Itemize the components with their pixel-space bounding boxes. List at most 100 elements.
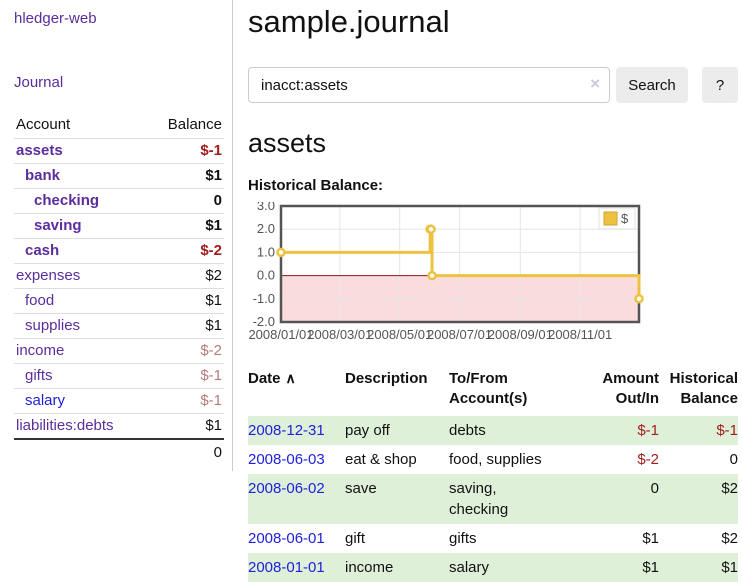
help-button[interactable]: ? (702, 67, 738, 103)
account-link-gifts[interactable]: gifts (25, 367, 53, 384)
transaction-date-link[interactable]: 2008-06-02 (248, 479, 325, 497)
transaction-amount: $-1 (637, 421, 659, 439)
account-link-income[interactable]: income (16, 342, 65, 359)
page-title: sample.journal (248, 4, 450, 39)
transaction-accounts: salary (449, 558, 490, 576)
account-link-expenses[interactable]: expenses (16, 267, 81, 284)
account-link-checking[interactable]: checking (34, 192, 100, 209)
svg-text:2008/01/01: 2008/01/01 (248, 327, 313, 342)
svg-text:2008/11/01: 2008/11/01 (548, 327, 612, 342)
account-link-cash[interactable]: cash (25, 242, 60, 259)
transaction-date-link[interactable]: 2008-06-03 (248, 450, 325, 468)
account-balance: $-2 (146, 338, 224, 364)
account-row: liabilities:debts $1 (14, 413, 224, 440)
account-balance: $1 (146, 313, 224, 339)
svg-text:2.0: 2.0 (257, 221, 275, 236)
account-balance: $-1 (146, 138, 224, 164)
column-header-description: Description (345, 370, 428, 387)
transaction-balance: $2 (721, 479, 738, 497)
account-balance: 0 (146, 188, 224, 214)
account-balance: $-1 (146, 388, 224, 414)
clear-search-icon[interactable]: × (590, 74, 600, 93)
transaction-date-link[interactable]: 2008-06-01 (248, 529, 325, 547)
transaction-accounts: debts (449, 421, 486, 439)
account-heading: assets (248, 128, 327, 158)
transaction-description: save (345, 479, 377, 497)
app-brand-link[interactable]: hledger-web (14, 10, 97, 27)
search-button[interactable]: Search (616, 67, 688, 103)
svg-text:-1.0: -1.0 (253, 291, 275, 306)
account-row: gifts $-1 (14, 363, 224, 389)
column-header-amount: Amount Out/In (602, 370, 659, 408)
historical-balance-chart: $3.0 2.0 1.0 0.0 -1.0 -2.0 2008/01/01 2008/03/0… (248, 198, 738, 355)
register-row: 2008-06-01 gift gifts $1 $2 (248, 524, 738, 553)
account-row: food $1 (14, 288, 224, 314)
accounts-header-account: Account (14, 113, 147, 139)
transaction-description: gift (345, 529, 366, 547)
accounts-total-value: 0 (213, 444, 222, 461)
account-balance: $1 (146, 288, 224, 314)
transaction-date-link[interactable]: 2008-01-01 (248, 558, 325, 576)
account-link-liabilities-debts[interactable]: liabilities:debts (16, 417, 114, 434)
transaction-amount: $-2 (637, 450, 659, 468)
account-balance: $1 (146, 163, 224, 189)
search-form: × Search ? (248, 67, 738, 103)
svg-text:2008/09/01: 2008/09/01 (488, 327, 553, 342)
account-row: saving $1 (14, 213, 224, 239)
svg-text:3.0: 3.0 (257, 202, 275, 213)
column-header-date[interactable]: Date ∧ (248, 370, 296, 387)
svg-text:2008/07/01: 2008/07/01 (427, 327, 492, 342)
nav-journal-link[interactable]: Journal (14, 74, 64, 91)
account-link-bank[interactable]: bank (25, 167, 61, 184)
transaction-amount: $1 (642, 558, 659, 576)
account-row: income $-2 (14, 338, 224, 364)
transaction-accounts: saving, checking (449, 479, 509, 518)
chart-svg: $3.0 2.0 1.0 0.0 -1.0 -2.02008/01/012008/03/0… (248, 198, 644, 342)
account-balance: $-2 (146, 238, 224, 264)
account-link-food[interactable]: food (25, 292, 55, 309)
transaction-amount: 0 (650, 479, 659, 497)
transaction-accounts: gifts (449, 529, 477, 547)
account-row: checking 0 (14, 188, 224, 214)
transaction-balance: $-1 (716, 421, 738, 439)
accounts-table: Account Balance assets $-1 bank $1 checking 0… (14, 113, 224, 465)
account-row: bank $1 (14, 163, 224, 189)
main-content: sample.journal × Search ? assets Histori… (233, 0, 742, 582)
register-row: 2008-12-31 pay off debts $-1 $-1 (248, 415, 738, 445)
register-row: 2008-06-03 eat & shop food, supplies $-2 0 (248, 445, 738, 474)
account-balance: $2 (146, 263, 224, 289)
transaction-date-link[interactable]: 2008-12-31 (248, 421, 325, 439)
register-table: Date ∧ Description To/From Account(s) Amo… (248, 367, 738, 582)
account-link-saving[interactable]: saving (34, 217, 82, 234)
accounts-total-row: 0 (14, 439, 224, 465)
account-link-assets[interactable]: assets (16, 142, 63, 159)
chart-label: Historical Balance: (248, 177, 384, 194)
transaction-accounts: food, supplies (449, 450, 542, 468)
transaction-balance: $2 (721, 529, 738, 547)
account-link-salary[interactable]: salary (25, 392, 66, 409)
svg-text:0.0: 0.0 (257, 268, 275, 283)
column-header-balance: Historical Balance (669, 370, 738, 408)
account-row: supplies $1 (14, 313, 224, 339)
column-header-tofrom: To/From Account(s) (449, 370, 528, 408)
sidebar: hledger-web Journal Account Balance asse… (0, 0, 233, 471)
register-header-row: Date ∧ Description To/From Account(s) Amo… (248, 367, 738, 416)
account-row: cash $-2 (14, 238, 224, 264)
transaction-description: income (345, 558, 394, 576)
account-link-supplies[interactable]: supplies (25, 317, 81, 334)
svg-text:1.0: 1.0 (257, 244, 275, 259)
svg-text:$: $ (621, 211, 629, 226)
register-row: 2008-01-01 income salary $1 $1 (248, 552, 738, 582)
account-balance: $-1 (146, 363, 224, 389)
transaction-balance: 0 (729, 450, 738, 468)
transaction-description: pay off (345, 421, 390, 439)
search-input[interactable] (248, 67, 610, 103)
transaction-description: eat & shop (345, 450, 417, 468)
account-row: salary $-1 (14, 388, 224, 414)
svg-text:2008/05/01: 2008/05/01 (367, 327, 432, 342)
accounts-header-balance: Balance (146, 113, 224, 139)
account-balance: $1 (146, 213, 224, 239)
svg-text:-2.0: -2.0 (253, 314, 275, 329)
account-balance: $1 (146, 413, 224, 440)
sort-asc-icon: ∧ (285, 370, 296, 386)
